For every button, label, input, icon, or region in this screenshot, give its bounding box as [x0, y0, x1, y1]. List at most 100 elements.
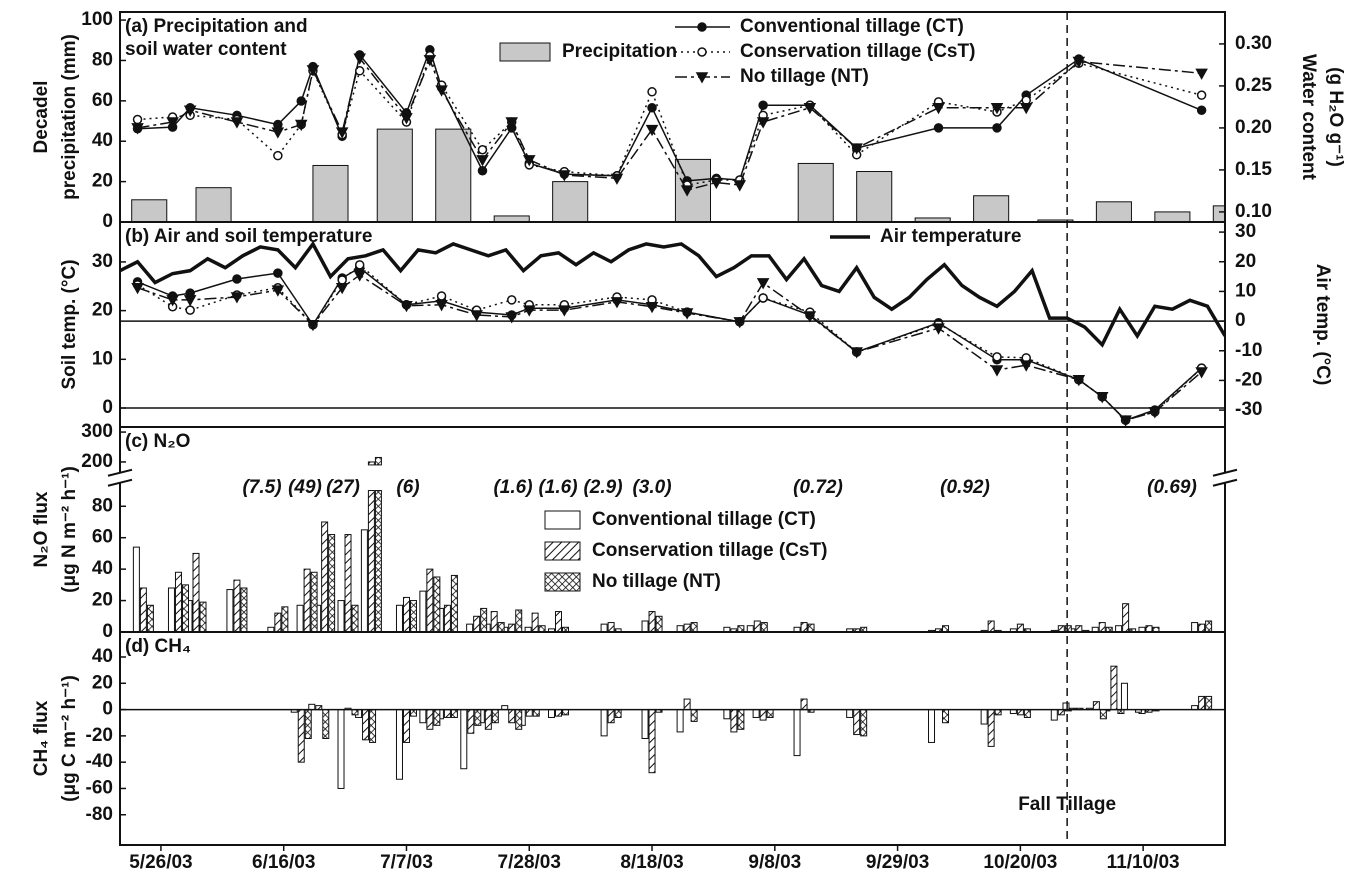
bar: [337, 709, 345, 789]
y-axis-label: (μg C m⁻² h⁻¹): [59, 675, 80, 802]
marker: [992, 352, 1002, 362]
bar: [297, 709, 305, 763]
marker: [697, 47, 707, 57]
marker: [1019, 360, 1033, 372]
y-axis-label: precipitation (mm): [59, 34, 80, 200]
bar: [1016, 709, 1024, 716]
bar: [395, 709, 403, 780]
bar: [1057, 709, 1065, 716]
plot-area: [132, 456, 1213, 632]
y2-axis-label: (g H₂O g⁻¹): [1325, 67, 1346, 167]
marker: [476, 155, 489, 167]
bar: [460, 709, 468, 770]
y-tick-label: 80: [92, 495, 113, 516]
x-tick-label: 9/8/03: [748, 852, 801, 873]
bar: [683, 698, 691, 711]
marker: [435, 85, 448, 97]
bar: [466, 623, 474, 632]
annotation: (2.9): [583, 477, 622, 498]
bar: [1023, 628, 1031, 632]
bar: [443, 709, 451, 718]
precip-bar: [1095, 201, 1132, 222]
precip-bar: [195, 187, 232, 222]
y2-tick-label: 0: [1235, 310, 1246, 331]
bar: [1098, 622, 1106, 632]
marker: [132, 114, 143, 125]
bar: [1023, 709, 1031, 718]
bar: [367, 461, 375, 466]
marker: [400, 113, 413, 125]
y-tick-label: 20: [92, 672, 113, 693]
marker: [273, 119, 283, 130]
legend-label: Precipitation: [562, 41, 677, 62]
precip-bar: [376, 128, 413, 222]
bar: [554, 709, 562, 717]
axis-break: [1212, 468, 1238, 477]
marker: [232, 274, 242, 284]
marker: [758, 100, 768, 110]
marker: [306, 65, 320, 77]
bar: [351, 604, 359, 632]
marker: [506, 295, 517, 305]
marker: [400, 301, 413, 313]
series-line: [137, 266, 1203, 422]
marker: [166, 117, 179, 129]
y-tick-label: -20: [86, 725, 113, 746]
panel-title: (a) Precipitation and: [125, 16, 308, 37]
bar: [614, 709, 622, 718]
marker: [932, 103, 945, 115]
x-tick-label: 7/7/03: [380, 852, 433, 873]
x-tick-label: 11/10/03: [1107, 852, 1180, 873]
series-line: [137, 53, 1202, 186]
legend-swatch: [544, 510, 581, 530]
annotation: (3.0): [632, 477, 671, 498]
marker: [695, 72, 709, 84]
marker: [335, 127, 349, 139]
marker: [131, 282, 144, 295]
bar: [547, 628, 555, 632]
bar: [928, 709, 936, 743]
bar: [1110, 665, 1118, 711]
bar: [793, 709, 801, 757]
bar: [860, 709, 868, 737]
bar: [737, 709, 745, 730]
precip-bar: [552, 181, 589, 222]
marker: [353, 53, 366, 65]
panel-title: (c) N₂O: [125, 431, 190, 452]
bar: [480, 607, 488, 632]
bar: [369, 709, 377, 743]
y-tick-label: 40: [92, 558, 113, 579]
bar: [491, 709, 499, 724]
y2-tick-label: -30: [1235, 399, 1262, 420]
annotation: (27): [326, 477, 360, 498]
y-tick-label: 60: [92, 90, 113, 111]
axis-break-gap: [117, 472, 123, 483]
marker: [230, 117, 244, 129]
bar: [473, 615, 481, 632]
precip-bar: [973, 195, 1010, 222]
bar: [419, 709, 427, 724]
precip-bar: [1037, 219, 1074, 222]
bar: [1009, 628, 1017, 632]
y-tick-label: 0: [102, 621, 113, 642]
marker: [435, 300, 448, 312]
y2-tick-label: 0.25: [1235, 75, 1272, 96]
marker: [436, 291, 447, 301]
bar: [497, 622, 505, 632]
marker: [932, 323, 945, 335]
marker: [335, 282, 349, 295]
bar: [467, 709, 475, 734]
bar: [344, 534, 352, 632]
y-tick-label: 0: [102, 397, 113, 418]
marker: [185, 305, 195, 315]
legend-label: Air temperature: [880, 226, 1022, 247]
bar: [1198, 695, 1206, 711]
marker: [271, 127, 285, 139]
x-tick-label: 8/18/03: [620, 852, 683, 873]
legend-label: Conservation tillage (CsT): [740, 41, 975, 62]
marker: [680, 308, 694, 320]
marker: [803, 311, 817, 323]
bar: [484, 709, 492, 730]
marker: [733, 180, 747, 192]
bar: [942, 709, 950, 724]
